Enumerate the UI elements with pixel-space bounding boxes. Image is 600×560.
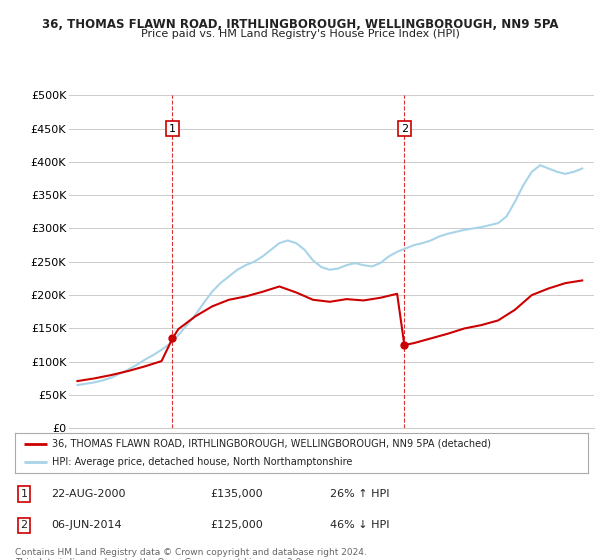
Text: Contains HM Land Registry data © Crown copyright and database right 2024.
This d: Contains HM Land Registry data © Crown c… — [15, 548, 367, 560]
Text: 1: 1 — [20, 489, 28, 499]
Text: 36, THOMAS FLAWN ROAD, IRTHLINGBOROUGH, WELLINGBOROUGH, NN9 5PA (detached): 36, THOMAS FLAWN ROAD, IRTHLINGBOROUGH, … — [52, 439, 491, 449]
Text: 22-AUG-2000: 22-AUG-2000 — [51, 489, 125, 499]
Text: 1: 1 — [169, 124, 176, 133]
Text: £135,000: £135,000 — [210, 489, 263, 499]
Text: 2: 2 — [20, 520, 28, 530]
Text: 06-JUN-2014: 06-JUN-2014 — [51, 520, 122, 530]
Text: HPI: Average price, detached house, North Northamptonshire: HPI: Average price, detached house, Nort… — [52, 458, 353, 467]
Text: 26% ↑ HPI: 26% ↑ HPI — [330, 489, 389, 499]
Text: 2: 2 — [401, 124, 408, 133]
Text: 46% ↓ HPI: 46% ↓ HPI — [330, 520, 389, 530]
Text: 36, THOMAS FLAWN ROAD, IRTHLINGBOROUGH, WELLINGBOROUGH, NN9 5PA: 36, THOMAS FLAWN ROAD, IRTHLINGBOROUGH, … — [42, 18, 558, 31]
Text: Price paid vs. HM Land Registry's House Price Index (HPI): Price paid vs. HM Land Registry's House … — [140, 29, 460, 39]
Text: £125,000: £125,000 — [210, 520, 263, 530]
